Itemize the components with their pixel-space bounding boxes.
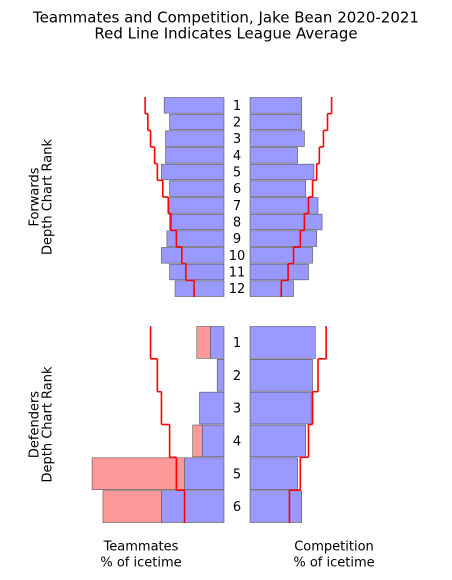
bar [249,163,315,181]
bar [249,326,316,359]
bar [161,490,225,523]
category-label: 10 [229,249,246,264]
bar [249,197,319,214]
bar [169,213,225,231]
category-label: 9 [233,232,241,247]
x-axis-label: % of icetime [293,556,374,571]
bar [210,326,225,359]
bar [249,247,313,264]
bar [249,130,305,147]
bar [249,359,313,392]
bar [91,457,185,490]
x-axis-label: % of icetime [100,556,181,571]
category-label: 12 [229,282,246,297]
bar [249,490,302,523]
bar [161,163,225,181]
category-label: 2 [233,369,241,384]
bar [169,263,225,281]
bar [249,113,302,131]
bar [165,130,225,147]
bar [249,263,309,281]
bar [249,391,312,425]
bar [249,424,307,458]
bar [169,197,225,214]
bar [165,147,225,164]
bar [249,457,298,490]
bar [216,359,225,392]
category-label: 1 [233,99,241,114]
category-label: 8 [233,216,241,231]
bar [169,113,225,131]
bar [249,180,307,197]
bar [161,247,225,264]
bar [102,490,162,523]
chart-title: Teammates and Competition, Jake Bean 202… [32,9,419,27]
category-label: 7 [233,199,241,214]
bar [249,147,298,164]
x-axis-label: Teammates [103,540,179,555]
category-label: 6 [233,182,241,197]
x-axis-label: Competition [294,540,374,555]
bar [249,230,317,247]
bar [184,457,225,490]
bar [174,280,225,297]
y-axis-label: Depth Chart Rank [41,366,56,483]
bar [199,391,225,425]
category-label: 4 [233,149,241,164]
y-axis-label: Depth Chart Rank [41,139,56,256]
bar [163,97,225,114]
category-label: 2 [233,116,241,131]
category-label: 5 [233,166,241,181]
bar [192,424,203,458]
bar [196,326,211,359]
category-label: 6 [233,500,241,515]
chart-subtitle: Red Line Indicates League Average [94,25,357,43]
bar [249,97,302,114]
category-label: 3 [233,132,241,147]
bar [166,230,225,247]
bar [201,424,225,458]
category-label: 11 [229,266,246,281]
category-label: 5 [233,467,241,482]
bar [169,180,225,197]
bar [249,213,323,231]
y-axis-label: Forwards [28,167,43,226]
bar [249,280,294,297]
category-label: 3 [233,402,241,417]
y-axis-label: Defenders [28,391,43,458]
category-label: 4 [233,434,241,449]
category-label: 1 [233,336,241,351]
